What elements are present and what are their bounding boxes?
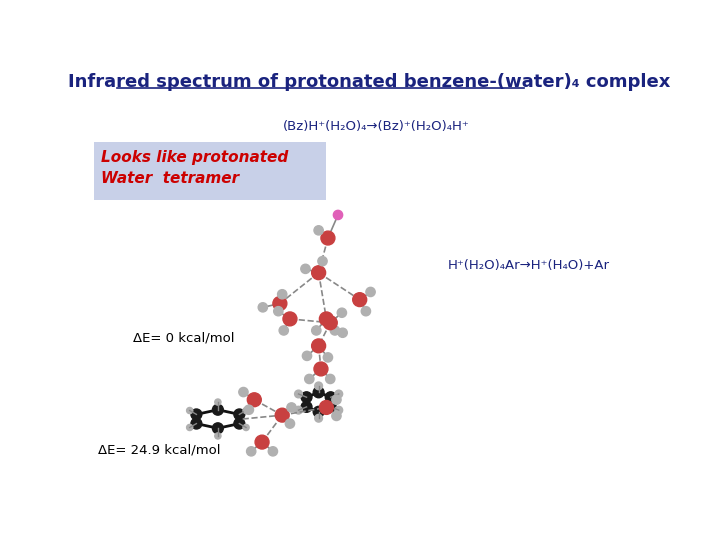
Circle shape bbox=[212, 404, 223, 415]
Circle shape bbox=[315, 382, 323, 390]
Circle shape bbox=[366, 287, 375, 296]
Circle shape bbox=[243, 408, 249, 414]
Circle shape bbox=[318, 256, 327, 266]
Circle shape bbox=[335, 390, 343, 398]
Text: ΔE= 0 kcal/mol: ΔE= 0 kcal/mol bbox=[132, 332, 234, 345]
Circle shape bbox=[314, 226, 323, 235]
Circle shape bbox=[244, 405, 253, 414]
Circle shape bbox=[338, 328, 347, 338]
Circle shape bbox=[333, 210, 343, 220]
Circle shape bbox=[234, 418, 245, 429]
Circle shape bbox=[191, 418, 202, 429]
Circle shape bbox=[301, 392, 312, 403]
Circle shape bbox=[361, 307, 371, 316]
Text: Looks like protonated: Looks like protonated bbox=[101, 150, 288, 165]
Circle shape bbox=[337, 308, 346, 318]
Circle shape bbox=[320, 312, 333, 326]
Circle shape bbox=[269, 447, 277, 456]
Circle shape bbox=[186, 424, 193, 430]
Circle shape bbox=[246, 447, 256, 456]
Circle shape bbox=[191, 409, 202, 420]
Circle shape bbox=[279, 326, 289, 335]
Circle shape bbox=[325, 392, 336, 403]
Circle shape bbox=[335, 406, 343, 414]
Circle shape bbox=[312, 266, 325, 280]
Circle shape bbox=[287, 403, 296, 412]
Circle shape bbox=[248, 393, 261, 407]
Text: ΔE= 24.9 kcal/mol: ΔE= 24.9 kcal/mol bbox=[98, 443, 220, 456]
Text: Infrared spectrum of protonated benzene-(water)₄ complex: Infrared spectrum of protonated benzene-… bbox=[68, 73, 670, 91]
Circle shape bbox=[215, 433, 221, 439]
Circle shape bbox=[353, 293, 366, 307]
Circle shape bbox=[332, 411, 341, 421]
Circle shape bbox=[239, 387, 248, 397]
Circle shape bbox=[325, 402, 336, 413]
Circle shape bbox=[285, 419, 294, 428]
Text: Water  tetramer: Water tetramer bbox=[101, 171, 239, 186]
Circle shape bbox=[321, 231, 335, 245]
Circle shape bbox=[258, 303, 267, 312]
Circle shape bbox=[212, 423, 223, 434]
Circle shape bbox=[301, 264, 310, 273]
Circle shape bbox=[301, 402, 312, 413]
Circle shape bbox=[305, 374, 314, 383]
Circle shape bbox=[277, 289, 287, 299]
Circle shape bbox=[323, 353, 333, 362]
Circle shape bbox=[315, 414, 323, 422]
Circle shape bbox=[275, 408, 289, 422]
Circle shape bbox=[243, 424, 249, 430]
Circle shape bbox=[186, 408, 193, 414]
Circle shape bbox=[273, 296, 287, 310]
Circle shape bbox=[330, 326, 340, 335]
Circle shape bbox=[215, 399, 221, 405]
Circle shape bbox=[312, 326, 321, 335]
Circle shape bbox=[302, 351, 312, 361]
Circle shape bbox=[312, 339, 325, 353]
Text: (Bz)H⁺(H₂O)₄→(Bz)⁺(H₂O)₄H⁺: (Bz)H⁺(H₂O)₄→(Bz)⁺(H₂O)₄H⁺ bbox=[284, 120, 470, 133]
Circle shape bbox=[332, 395, 341, 404]
Text: H⁺(H₂O)₄Ar→H⁺(H₄O)+Ar: H⁺(H₂O)₄Ar→H⁺(H₄O)+Ar bbox=[448, 259, 610, 272]
Circle shape bbox=[325, 374, 335, 383]
Circle shape bbox=[234, 409, 245, 420]
Circle shape bbox=[294, 406, 302, 414]
Circle shape bbox=[313, 387, 324, 398]
Circle shape bbox=[320, 401, 333, 414]
Circle shape bbox=[283, 312, 297, 326]
Circle shape bbox=[323, 316, 337, 330]
Circle shape bbox=[294, 390, 302, 398]
FancyBboxPatch shape bbox=[94, 142, 326, 200]
Circle shape bbox=[255, 435, 269, 449]
Circle shape bbox=[314, 362, 328, 376]
Circle shape bbox=[313, 407, 324, 417]
Circle shape bbox=[274, 307, 283, 316]
